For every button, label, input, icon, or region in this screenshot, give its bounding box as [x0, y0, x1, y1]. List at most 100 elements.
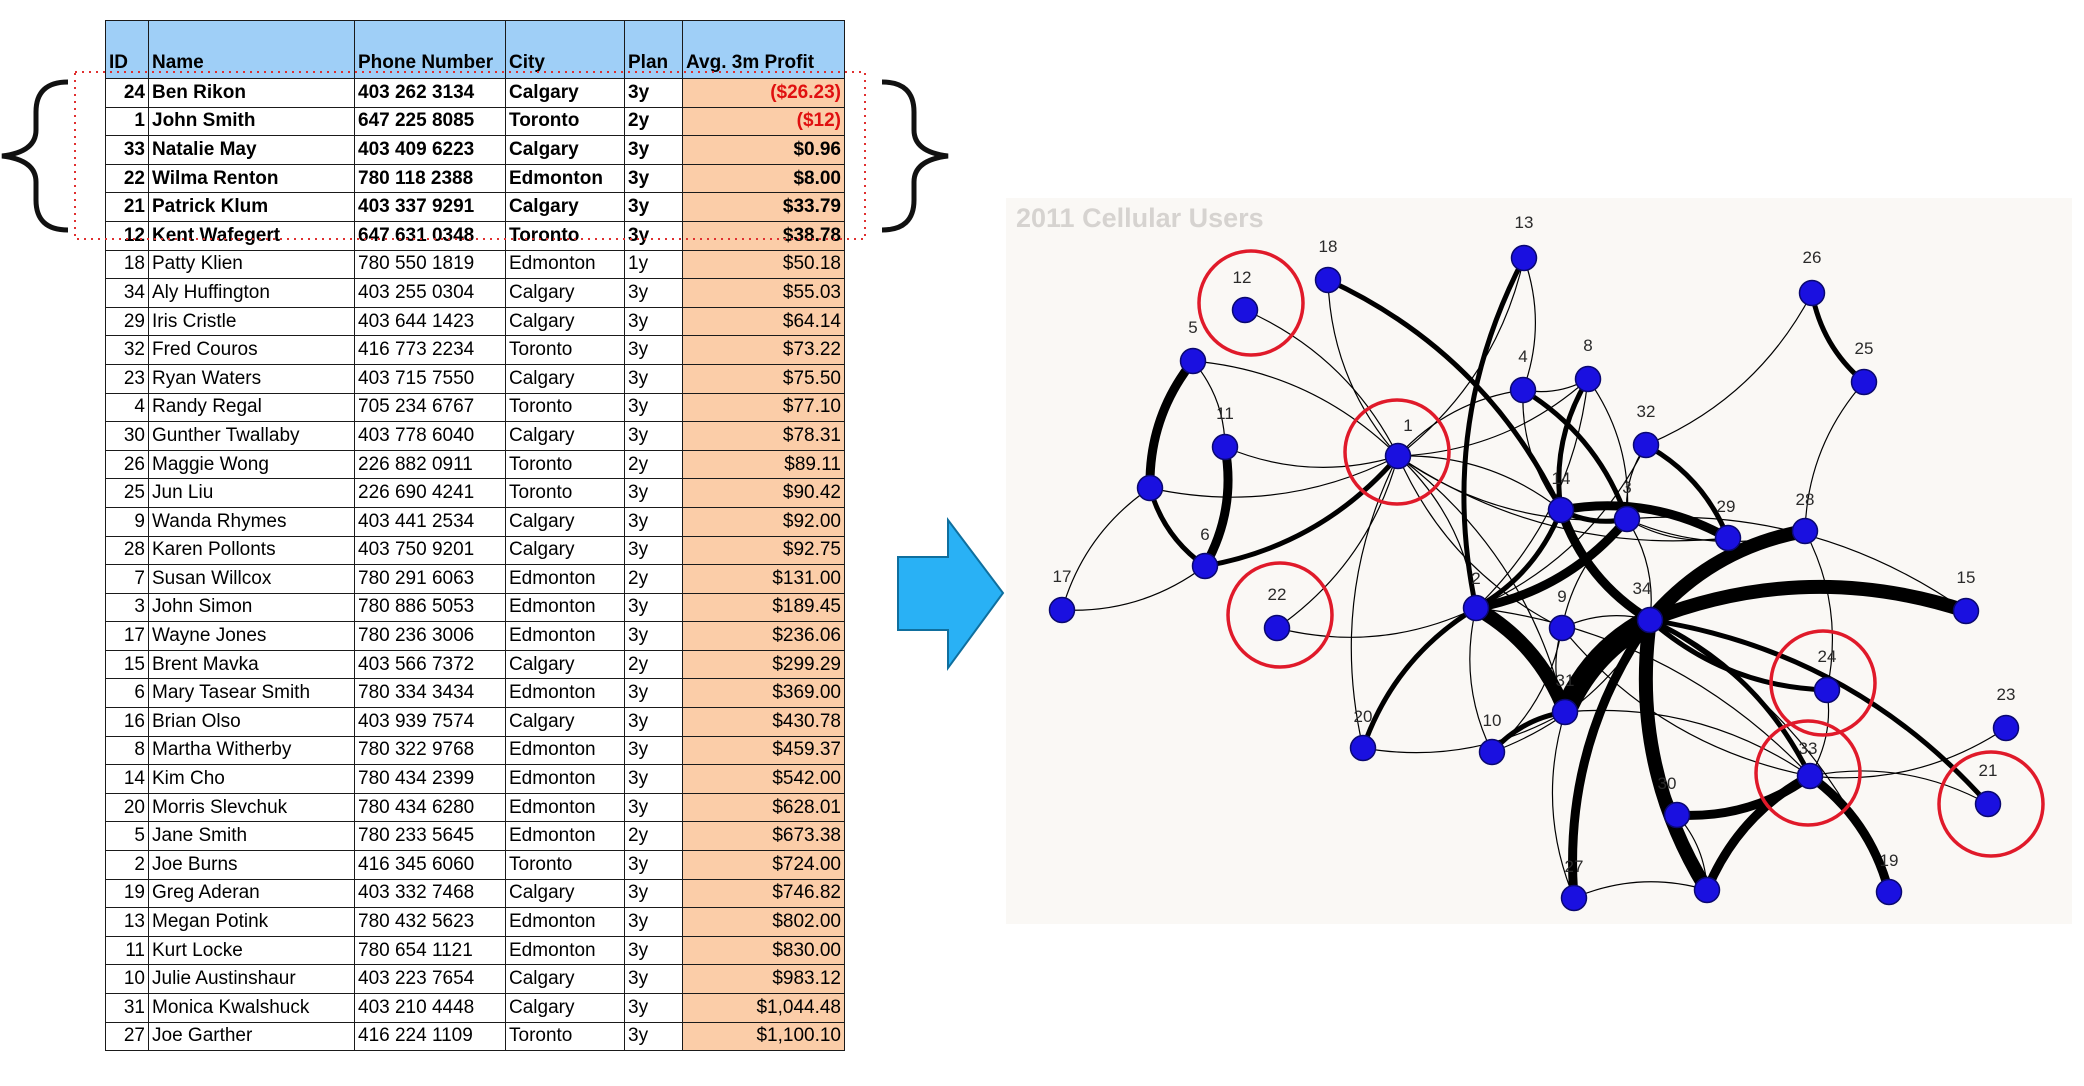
node-1[interactable] — [1384, 442, 1412, 470]
node-4[interactable] — [1509, 376, 1537, 404]
table-row[interactable]: 15 Brent Mavka 403 566 7372 Calgary 2y $299.2… — [105, 649, 845, 680]
table-row[interactable]: 12 Kent Wafegert 647 631 0348 Toronto 3y $38.… — [105, 220, 845, 251]
table-row[interactable]: 4 Randy Regal 705 234 6767 Toronto 3y $77.10 — [105, 392, 845, 423]
node-15[interactable] — [1952, 597, 1980, 625]
node-17[interactable] — [1048, 596, 1076, 624]
table-row[interactable]: 24 Ben Rikon 403 262 3134 Calgary 3y ($26.23) — [105, 78, 845, 108]
edge-13-4 — [1522, 257, 1536, 391]
node-6[interactable] — [1191, 552, 1219, 580]
node-3[interactable] — [1613, 505, 1641, 533]
node-28[interactable] — [1791, 517, 1819, 545]
table-row[interactable]: 14 Kim Cho 780 434 2399 Edmonton 3y $542.00 — [105, 764, 845, 794]
node-10[interactable] — [1478, 738, 1506, 766]
cell-profit: $77.10 — [682, 392, 845, 423]
column-header-id[interactable]: ID — [105, 20, 149, 79]
node-13[interactable] — [1510, 244, 1538, 272]
table-row[interactable]: 22 Wilma Renton 780 118 2388 Edmonton 3y $8.0… — [105, 163, 845, 194]
node-12[interactable] — [1231, 296, 1259, 324]
cell-phone: 780 118 2388 — [354, 163, 506, 194]
table-row[interactable]: 18 Patty Klien 780 550 1819 Edmonton 1y $50.1… — [105, 249, 845, 280]
cell-name: Maggie Wong — [148, 449, 355, 480]
table-row[interactable]: 21 Patrick Klum 403 337 9291 Calgary 3y $33.7… — [105, 192, 845, 222]
table-row[interactable]: 1 John Smith 647 225 8085 Toronto 2y ($12) — [105, 106, 845, 137]
node-32[interactable] — [1632, 431, 1660, 459]
node-9[interactable] — [1548, 614, 1576, 642]
table-row[interactable]: 31 Monica Kwalshuck 403 210 4448 Calgary 3y $… — [105, 993, 845, 1023]
node-label-2: 2 — [1471, 569, 1480, 588]
node-2[interactable] — [1462, 594, 1490, 622]
cell-name: Ben Rikon — [148, 78, 355, 108]
table-row[interactable]: 2 Joe Burns 416 345 6060 Toronto 3y $724.00 — [105, 850, 845, 880]
table-row[interactable]: 13 Megan Potink 780 432 5623 Edmonton 3y $802… — [105, 907, 845, 937]
cell-city: Calgary — [505, 707, 625, 737]
node-label-17: 17 — [1053, 567, 1072, 586]
cell-name: Morris Slevchuk — [148, 792, 355, 823]
cell-city: Edmonton — [505, 764, 625, 794]
node-14[interactable] — [1547, 496, 1575, 524]
node-21[interactable] — [1974, 790, 2002, 818]
node-26[interactable] — [1798, 279, 1826, 307]
table-row[interactable]: 7 Susan Willcox 780 291 6063 Edmonton 2y $131… — [105, 564, 845, 594]
node-label-14: 14 — [1552, 469, 1571, 488]
table-row[interactable]: 11 Kurt Locke 780 654 1121 Edmonton 3y $830.0… — [105, 935, 845, 966]
cell-profit: $33.79 — [682, 192, 845, 222]
node-19[interactable] — [1875, 878, 1903, 906]
table-row[interactable]: 28 Karen Pollonts 403 750 9201 Calgary 3y $92… — [105, 535, 845, 566]
edge-14-29 — [1556, 501, 1733, 543]
node-29[interactable] — [1714, 524, 1742, 552]
node-24[interactable] — [1813, 676, 1841, 704]
node-27[interactable] — [1560, 884, 1588, 912]
node-31[interactable] — [1551, 698, 1579, 726]
table-row[interactable]: 17 Wayne Jones 780 236 3006 Edmonton 3y $236.… — [105, 621, 845, 651]
cell-phone: 416 773 2234 — [354, 335, 506, 365]
table-row[interactable]: 27 Joe Garther 416 224 1109 Toronto 3y $1,100… — [105, 1021, 845, 1052]
table-row[interactable]: 30 Gunther Twallaby 403 778 6040 Calgary 3y $… — [105, 421, 845, 451]
node-label-15: 15 — [1957, 568, 1976, 587]
cell-city: Edmonton — [505, 678, 625, 709]
table-row[interactable]: 8 Martha Witherby 780 322 9768 Edmonton 3y $4… — [105, 735, 845, 766]
node-22[interactable] — [1263, 614, 1291, 642]
table-row[interactable]: 6 Mary Tasear Smith 780 334 3434 Edmonton 3y… — [105, 678, 845, 709]
node-16[interactable] — [1693, 876, 1721, 904]
cell-city: Calgary — [505, 421, 625, 451]
edge-2-33 — [1475, 607, 1811, 777]
cell-city: Calgary — [505, 363, 625, 394]
table-row[interactable]: 34 Aly Huffington 403 255 0304 Calgary 3y $55… — [105, 278, 845, 308]
table-row[interactable]: 26 Maggie Wong 226 882 0911 Toronto 2y $89.11 — [105, 449, 845, 480]
table-row[interactable]: 23 Ryan Waters 403 715 7550 Calgary 3y $75.50 — [105, 363, 845, 394]
node-label-25: 25 — [1855, 339, 1874, 358]
node-30[interactable] — [1663, 801, 1691, 829]
node-34[interactable] — [1636, 606, 1664, 634]
table-row[interactable]: 3 John Simon 780 886 5053 Edmonton 3y $189.45 — [105, 592, 845, 623]
table-row[interactable]: 20 Morris Slevchuk 780 434 6280 Edmonton 3y $… — [105, 792, 845, 823]
node-7[interactable] — [1136, 474, 1164, 502]
edge-3-2 — [1471, 514, 1632, 613]
table-row[interactable]: 5 Jane Smith 780 233 5645 Edmonton 2y $673.38 — [105, 821, 845, 852]
node-8[interactable] — [1574, 365, 1602, 393]
table-row[interactable]: 16 Brian Olso 403 939 7574 Calgary 3y $430.78 — [105, 707, 845, 737]
left-curly-brace — [1, 79, 69, 233]
node-23[interactable] — [1992, 714, 2020, 742]
cell-profit: $0.96 — [682, 135, 845, 165]
cell-city: Edmonton — [505, 792, 625, 823]
cell-profit: $89.11 — [682, 449, 845, 480]
cell-city: Calgary — [505, 192, 625, 222]
node-5[interactable] — [1179, 347, 1207, 375]
table-row[interactable]: 32 Fred Couros 416 773 2234 Toronto 3y $73.22 — [105, 335, 845, 365]
node-11[interactable] — [1211, 433, 1239, 461]
cell-city: Toronto — [505, 106, 625, 137]
column-header-plan[interactable]: Plan — [624, 20, 683, 79]
cell-profit: $628.01 — [682, 792, 845, 823]
table-row[interactable]: 29 Iris Cristle 403 644 1423 Calgary 3y $64.1… — [105, 306, 845, 337]
node-33[interactable] — [1796, 762, 1824, 790]
table-row[interactable]: 9 Wanda Rhymes 403 441 2534 Calgary 3y $92.00 — [105, 506, 845, 537]
column-header-city[interactable]: City — [505, 20, 625, 79]
node-18[interactable] — [1314, 266, 1342, 294]
highlight-circle-22 — [1226, 561, 1334, 669]
column-header-phone[interactable]: Phone Number — [354, 20, 506, 79]
node-20[interactable] — [1349, 734, 1377, 762]
table-row[interactable]: 19 Greg Aderan 403 332 7468 Calgary 3y $746.8… — [105, 878, 845, 909]
node-25[interactable] — [1850, 368, 1878, 396]
cell-plan: 3y — [624, 1021, 683, 1052]
column-header-profit[interactable]: Avg. 3m Profit — [682, 20, 845, 79]
